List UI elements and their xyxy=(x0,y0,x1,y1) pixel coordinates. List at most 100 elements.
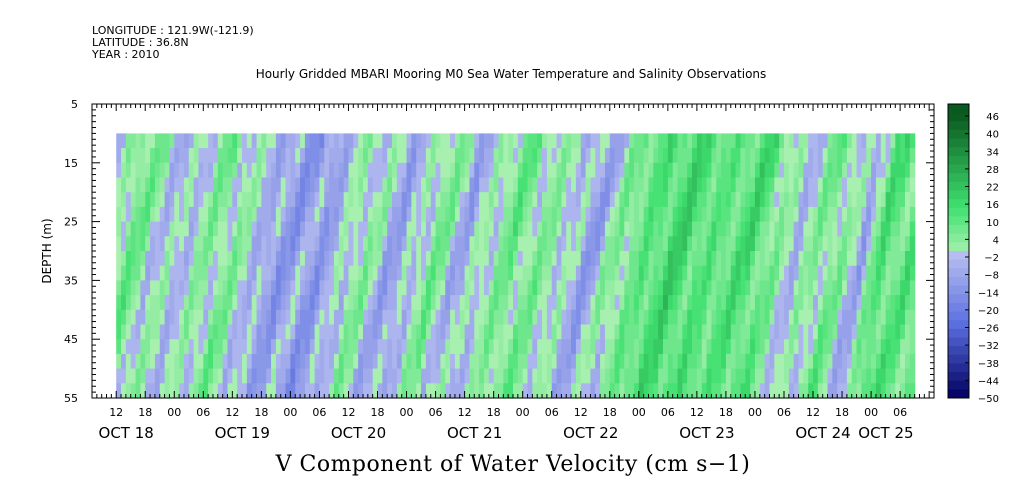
heatmap-cell xyxy=(290,353,296,370)
heatmap-cell xyxy=(193,221,200,237)
heatmap-cell xyxy=(827,148,833,164)
heatmap-cell xyxy=(895,353,901,370)
heatmap-cell xyxy=(358,251,364,267)
heatmap-cell xyxy=(280,353,287,370)
heatmap-cell xyxy=(125,236,132,252)
heatmap-cell xyxy=(904,309,911,326)
heatmap-cell xyxy=(140,192,146,208)
heatmap-cell xyxy=(179,177,185,193)
heatmap-cell xyxy=(377,265,383,281)
heatmap-cell xyxy=(425,295,432,311)
heatmap-cell xyxy=(251,368,258,384)
heatmap-cell xyxy=(387,221,393,237)
heatmap-cell xyxy=(754,192,761,208)
heatmap-cell xyxy=(532,368,538,384)
heatmap-cell xyxy=(416,339,422,355)
heatmap-cell xyxy=(851,177,858,193)
heatmap-cell xyxy=(508,133,514,149)
heatmap-cell xyxy=(614,221,621,237)
heatmap-cell xyxy=(871,295,877,311)
heatmap-cell xyxy=(130,339,137,355)
heatmap-cell xyxy=(571,368,577,384)
heatmap-cell xyxy=(546,309,553,326)
heatmap-cell xyxy=(532,177,538,193)
heatmap-cell xyxy=(725,236,732,252)
heatmap-cell xyxy=(648,133,654,149)
heatmap-cell xyxy=(759,148,766,164)
heatmap-cell xyxy=(367,265,374,281)
heatmap-cell xyxy=(324,265,330,281)
colorbar-segment xyxy=(948,311,969,321)
heatmap-cell xyxy=(198,133,204,149)
heatmap-cell xyxy=(769,295,775,311)
heatmap-cell xyxy=(135,353,141,370)
heatmap-cell xyxy=(866,251,872,267)
heatmap-cell xyxy=(711,368,717,384)
heatmap-cell xyxy=(517,206,524,223)
heatmap-cell xyxy=(130,251,137,267)
heatmap-cell xyxy=(227,339,233,355)
heatmap-cell xyxy=(842,251,848,267)
heatmap-cell xyxy=(513,177,519,193)
heatmap-cell xyxy=(798,339,804,355)
heatmap-cell xyxy=(329,339,335,355)
heatmap-cell xyxy=(382,265,388,281)
heatmap-cell xyxy=(256,339,262,355)
heatmap-cell xyxy=(362,192,369,208)
heatmap-cell xyxy=(319,295,325,311)
heatmap-cell xyxy=(895,133,901,149)
heatmap-cell xyxy=(721,280,727,296)
heatmap-cell xyxy=(338,339,345,355)
heatmap-cell xyxy=(242,221,248,237)
heatmap-cell xyxy=(585,309,592,326)
heatmap-cell xyxy=(300,383,306,399)
heatmap-cell xyxy=(280,324,287,340)
heatmap-cell xyxy=(653,324,659,340)
heatmap-cell xyxy=(183,353,190,370)
heatmap-cell xyxy=(493,265,500,281)
heatmap-cell xyxy=(411,368,417,384)
heatmap-cell xyxy=(217,324,224,340)
heatmap-cell xyxy=(382,206,388,223)
heatmap-cell xyxy=(725,221,732,237)
heatmap-cell xyxy=(338,280,345,296)
heatmap-cell xyxy=(517,133,524,149)
heatmap-cell xyxy=(624,221,630,237)
heatmap-cell xyxy=(890,383,896,399)
heatmap-cell xyxy=(222,295,229,311)
heatmap-cell xyxy=(871,368,877,384)
heatmap-cell xyxy=(546,353,553,370)
heatmap-cell xyxy=(783,383,790,399)
heatmap-cell xyxy=(793,148,800,164)
heatmap-cell xyxy=(469,221,475,237)
colorbar-label: 28 xyxy=(986,165,999,176)
heatmap-cell xyxy=(779,339,785,355)
heatmap-cell xyxy=(566,251,572,267)
heatmap-cell xyxy=(145,148,151,164)
heatmap-cell xyxy=(198,368,204,384)
heatmap-cell xyxy=(672,309,679,326)
heatmap-cell xyxy=(493,339,500,355)
heatmap-cell xyxy=(842,148,848,164)
x-hour-label: 18 xyxy=(254,406,268,419)
heatmap-cell xyxy=(648,324,654,340)
heatmap-cell xyxy=(454,383,461,399)
heatmap-cell xyxy=(314,324,321,340)
heatmap-cell xyxy=(440,133,446,149)
heatmap-cell xyxy=(692,177,698,193)
heatmap-cell xyxy=(571,339,577,355)
heatmap-cell xyxy=(256,162,262,179)
heatmap-cell xyxy=(866,353,872,370)
heatmap-cell xyxy=(692,368,698,384)
heatmap-cell xyxy=(909,162,916,179)
heatmap-cell xyxy=(150,324,156,340)
heatmap-cell xyxy=(585,177,592,193)
heatmap-cell xyxy=(280,177,287,193)
heatmap-cell xyxy=(145,280,151,296)
heatmap-cell xyxy=(769,353,775,370)
heatmap-cell xyxy=(769,368,775,384)
heatmap-cell xyxy=(411,309,417,326)
heatmap-cell xyxy=(527,383,533,399)
heatmap-cell xyxy=(875,133,882,149)
heatmap-cell xyxy=(450,324,456,340)
